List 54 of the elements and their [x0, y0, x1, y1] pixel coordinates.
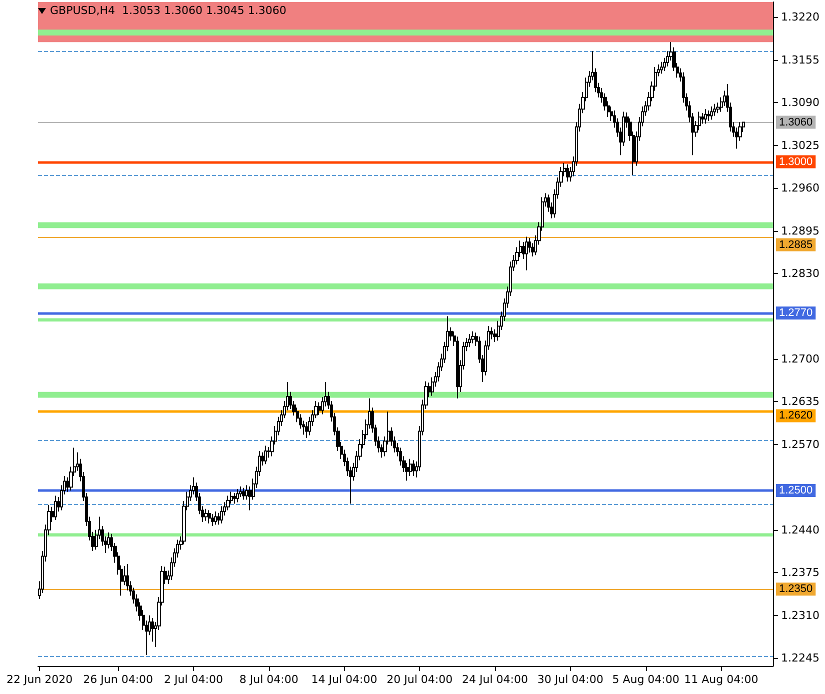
x-tick-label: 24 Jul 04:00 — [462, 673, 528, 686]
candlestick — [208, 510, 211, 524]
y-tick-label: 1.2895 — [781, 224, 820, 238]
candlestick — [660, 61, 663, 74]
candlestick — [704, 108, 707, 124]
x-tick-label: 2 Jul 04:00 — [164, 673, 223, 686]
candlestick — [412, 460, 415, 477]
candlestick — [220, 506, 223, 524]
ref-line-label: 1.2350 — [779, 583, 813, 596]
y-tick-label: 1.2960 — [781, 182, 820, 195]
x-tick-label: 5 Aug 04:00 — [612, 673, 680, 686]
candlestick — [264, 445, 267, 465]
candlestick — [525, 236, 528, 271]
candlestick — [710, 106, 713, 120]
x-tick-label: 14 Jul 04:00 — [311, 673, 378, 686]
y-tick-label: 1.2635 — [781, 395, 820, 408]
y-tick-label: 1.3090 — [781, 96, 820, 110]
x-tick-label: 26 Jun 04:00 — [83, 673, 154, 686]
candlestick — [566, 164, 569, 182]
candlestick — [107, 532, 110, 549]
ref-line-label: 1.3060 — [779, 116, 813, 128]
ref-line-label: 1.2620 — [779, 410, 813, 422]
ref-line-label: 1.2500 — [779, 484, 813, 496]
candlestick — [242, 487, 245, 500]
candlestick — [713, 103, 716, 116]
candlestick — [233, 492, 236, 504]
y-tick-label: 1.2700 — [781, 352, 820, 366]
ref-line-label: 1.2770 — [779, 306, 813, 319]
candlestick — [471, 330, 475, 344]
candlestick — [236, 488, 239, 503]
candlestick — [54, 495, 57, 521]
candlestick — [204, 508, 208, 522]
candlestick — [214, 511, 217, 526]
y-tick-label: 1.3155 — [781, 53, 820, 66]
x-tick-label: 30 Jul 04:00 — [537, 673, 604, 686]
x-tick-label: 8 Jul 04:00 — [239, 673, 298, 686]
y-tick-label: 1.2375 — [781, 566, 820, 580]
x-tick-label: 11 Aug 04:00 — [684, 673, 758, 686]
y-tick-label: 1.2830 — [781, 267, 820, 280]
ref-line-label: 1.3000 — [779, 156, 813, 168]
y-tick-label: 1.2245 — [781, 652, 820, 665]
y-tick-label: 1.2570 — [781, 438, 820, 451]
chart-title: GBPUSD,H4 1.3053 1.3060 1.3045 1.3060 — [50, 4, 286, 17]
candlestick — [468, 334, 471, 348]
y-tick-label: 1.3025 — [781, 138, 820, 152]
y-tick-label: 1.3220 — [781, 10, 820, 24]
candlestick — [211, 514, 214, 526]
x-tick-label: 22 Jun 2020 — [6, 673, 73, 686]
candlestick — [409, 458, 412, 477]
x-tick-label: 20 Jul 04:00 — [386, 673, 453, 686]
y-tick-label: 1.2310 — [781, 608, 820, 622]
ref-line-label: 1.2885 — [779, 238, 813, 251]
candlestick — [707, 110, 710, 122]
y-tick-label: 1.2440 — [781, 523, 820, 536]
